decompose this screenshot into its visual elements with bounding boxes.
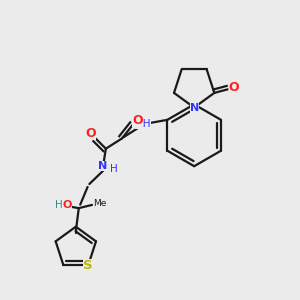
Text: O: O <box>132 115 143 128</box>
Text: O: O <box>85 128 96 140</box>
Text: N: N <box>98 161 107 171</box>
Text: S: S <box>83 259 93 272</box>
Text: NH: NH <box>136 119 151 129</box>
Text: H: H <box>110 164 118 174</box>
Text: N: N <box>190 103 199 112</box>
Text: Me: Me <box>93 199 107 208</box>
Text: O: O <box>63 200 72 210</box>
Text: H: H <box>55 200 63 210</box>
Text: O: O <box>229 81 239 94</box>
